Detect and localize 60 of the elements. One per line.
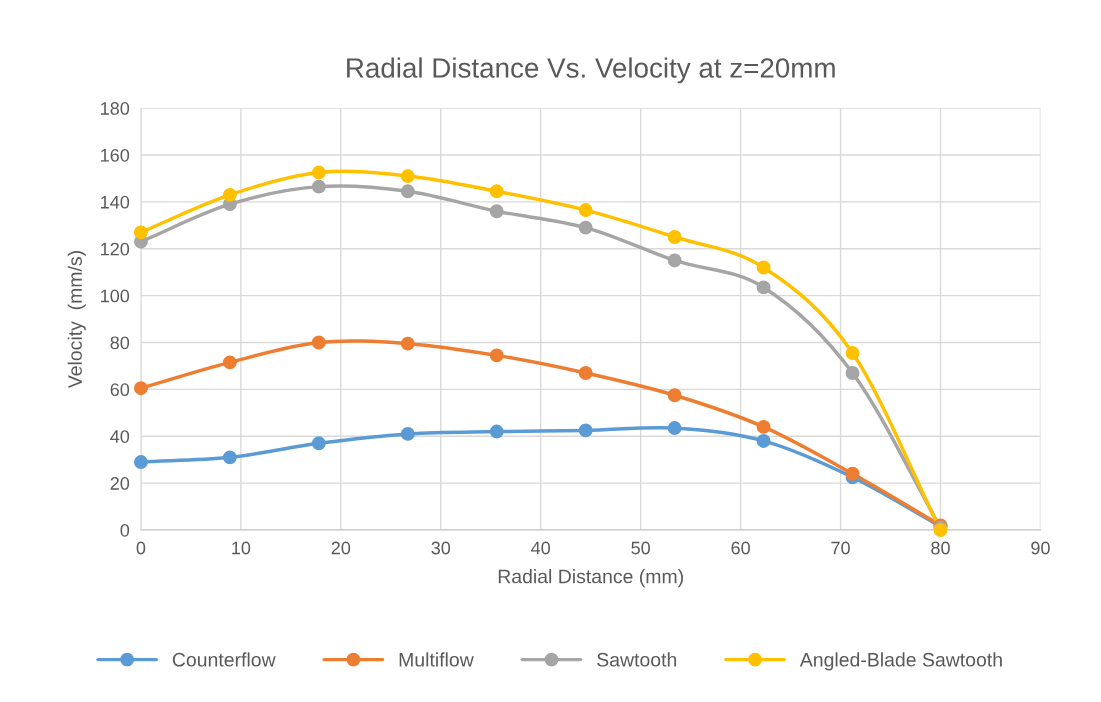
legend-label: Counterflow	[172, 652, 276, 667]
x-tick-label: 10	[232, 541, 251, 555]
point	[667, 253, 682, 268]
y-tick-label: 20	[110, 477, 130, 490]
x-tick-label: 20	[331, 541, 351, 555]
point	[578, 220, 593, 235]
point	[222, 450, 237, 465]
point	[311, 436, 326, 451]
point	[578, 203, 593, 218]
point	[667, 421, 682, 435]
chart-title: Radial Distance Vs. Velocity at z=20mm	[347, 57, 835, 84]
y-tick-label: 180	[101, 102, 130, 115]
point	[222, 187, 237, 202]
point	[133, 225, 148, 240]
point	[756, 280, 771, 295]
point	[400, 169, 415, 184]
point	[845, 346, 860, 360]
y-tick-label: 160	[101, 148, 130, 162]
y-tick-label: 0	[120, 523, 130, 537]
point	[667, 230, 682, 244]
point	[311, 179, 326, 194]
point	[489, 204, 504, 219]
x-tick-label: 40	[531, 541, 551, 555]
x-tick-label: 60	[731, 541, 750, 555]
point	[756, 260, 771, 275]
point	[400, 336, 415, 351]
x-tick-label: 0	[136, 541, 146, 555]
y-tick-label: 40	[110, 430, 130, 443]
point	[578, 423, 593, 438]
point	[489, 184, 504, 199]
point	[133, 455, 148, 469]
point	[578, 366, 593, 380]
x-tick-label: 30	[431, 541, 451, 555]
point	[489, 424, 504, 439]
point	[756, 433, 771, 448]
legend-label: Multiflow	[399, 652, 474, 667]
point	[311, 165, 326, 180]
y-tick-label: 100	[101, 289, 130, 303]
x-axis-title: Radial Distance (mm)	[498, 569, 683, 588]
y-tick-label: 140	[101, 195, 130, 209]
point	[756, 419, 771, 434]
point	[222, 355, 237, 370]
point	[133, 381, 148, 396]
point	[311, 335, 326, 350]
point	[845, 366, 860, 380]
point	[400, 426, 415, 441]
x-tick-label: 70	[831, 541, 850, 555]
legend-label: Sawtooth	[597, 652, 677, 667]
point	[667, 388, 682, 403]
x-tick-label: 90	[1031, 541, 1050, 555]
y-axis-title: Velocity (mm/s)	[67, 251, 86, 389]
point	[489, 348, 504, 363]
x-tick-label: 80	[931, 541, 950, 555]
point	[400, 184, 415, 199]
x-tick-label: 50	[631, 541, 650, 555]
point	[845, 466, 860, 481]
y-tick-label: 120	[101, 242, 130, 256]
y-tick-label: 80	[110, 336, 130, 350]
y-tick-label: 60	[110, 383, 130, 397]
legend-label: Angled-Blade Sawtooth	[799, 652, 1002, 671]
